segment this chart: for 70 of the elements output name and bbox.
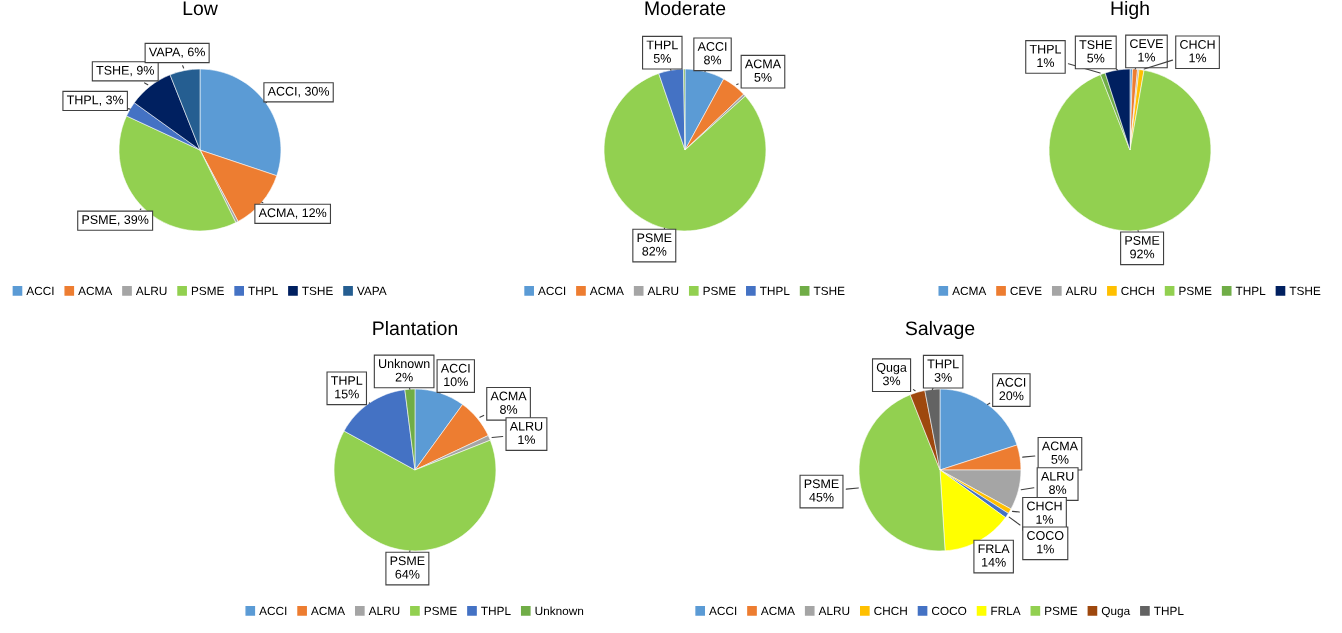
data-label: ACCI 8% — [697, 42, 727, 65]
data-label: FRLA 14% — [978, 544, 1010, 567]
legend-label: TSHE — [1289, 286, 1321, 296]
legend-label: ACMA — [589, 286, 624, 296]
data-label: PSME 92% — [1125, 236, 1160, 259]
legend-label: COCO — [932, 606, 967, 616]
data-label: THPL 1% — [1029, 44, 1062, 68]
legend-label: THPL — [481, 606, 511, 615]
legend-label: THPL — [1154, 606, 1184, 615]
legend-label: ACCI — [259, 606, 287, 616]
data-label: ALRU 1% — [509, 421, 543, 445]
legend-label: PSME — [1045, 606, 1078, 616]
data-label: PSME, 39% — [82, 215, 149, 226]
legend-label: PSME — [1179, 286, 1212, 296]
data-label: TSHE, 9% — [96, 65, 154, 77]
legend-label: CHCH — [874, 606, 907, 616]
legend-label: Unknown — [535, 606, 584, 616]
data-label: CHCH 1% — [1180, 40, 1215, 63]
legend-label: ACMA — [310, 606, 346, 616]
legend-label: CHCH — [1121, 286, 1154, 296]
data-label: ALRU 8% — [1040, 471, 1074, 495]
data-label: TSHE 5% — [1079, 40, 1112, 63]
legend-label: THPL — [248, 286, 278, 295]
data-label: ACMA 5% — [1041, 441, 1078, 464]
legend-label: TSHE — [302, 286, 333, 296]
legend-label: ALRU — [1065, 286, 1097, 296]
data-label: THPL 5% — [646, 40, 678, 63]
chart-title: Plantation — [373, 320, 457, 336]
legend-label: TSHE — [813, 286, 845, 296]
legend-label: ACCI — [26, 286, 54, 296]
chart-title: High — [1111, 0, 1149, 20]
chart-title: Moderate — [645, 0, 726, 16]
legend-label: ACMA — [78, 286, 113, 296]
data-label: PSME 64% — [390, 556, 425, 579]
data-label: CEVE 1% — [1130, 39, 1163, 62]
legend-label: ACMA — [760, 606, 795, 616]
legend-label: CEVE — [1010, 286, 1042, 296]
data-label: Unknown 2% — [379, 358, 430, 382]
data-label: ACMA 8% — [490, 391, 527, 414]
legend-label: ACCI — [538, 286, 566, 296]
legend-label: PSME — [191, 286, 224, 296]
data-label: THPL 15% — [331, 376, 363, 399]
data-label: ACMA, 12% — [258, 208, 327, 219]
data-label: COCO 1% — [1027, 531, 1064, 554]
chart-title: Salvage — [905, 320, 975, 340]
legend-label: ALRU — [647, 286, 679, 296]
legend-label: ACMA — [952, 286, 987, 296]
legend-label: ALRU — [135, 286, 167, 296]
legend-label: PSME — [424, 606, 457, 616]
legend-label: ACCI — [709, 606, 737, 616]
data-label: THPL, 3% — [66, 95, 124, 106]
legend-label: ALRU — [368, 606, 400, 616]
legend-label: FRLA — [991, 606, 1021, 615]
data-label: ACCI, 30% — [267, 86, 330, 98]
data-label: ACCI 10% — [440, 363, 470, 387]
data-label: PSME 45% — [804, 479, 839, 502]
legend-label: PSME — [703, 286, 736, 296]
data-label: ACMA 5% — [744, 59, 781, 82]
legend-label: THPL — [759, 286, 790, 295]
data-label: THPL 3% — [927, 359, 959, 382]
legend-label: THPL — [1235, 286, 1266, 295]
data-label: Quga 3% — [876, 362, 907, 386]
data-label: PSME 82% — [637, 233, 672, 256]
data-label: VAPA, 6% — [148, 47, 205, 58]
legend-label: Quga — [1101, 606, 1131, 618]
data-label: CHCH 1% — [1027, 501, 1062, 524]
data-label: ACCI 20% — [996, 377, 1026, 401]
legend-label: VAPA — [356, 286, 387, 295]
legend-label: ALRU — [818, 606, 850, 616]
chart-title: Low — [183, 1, 218, 16]
